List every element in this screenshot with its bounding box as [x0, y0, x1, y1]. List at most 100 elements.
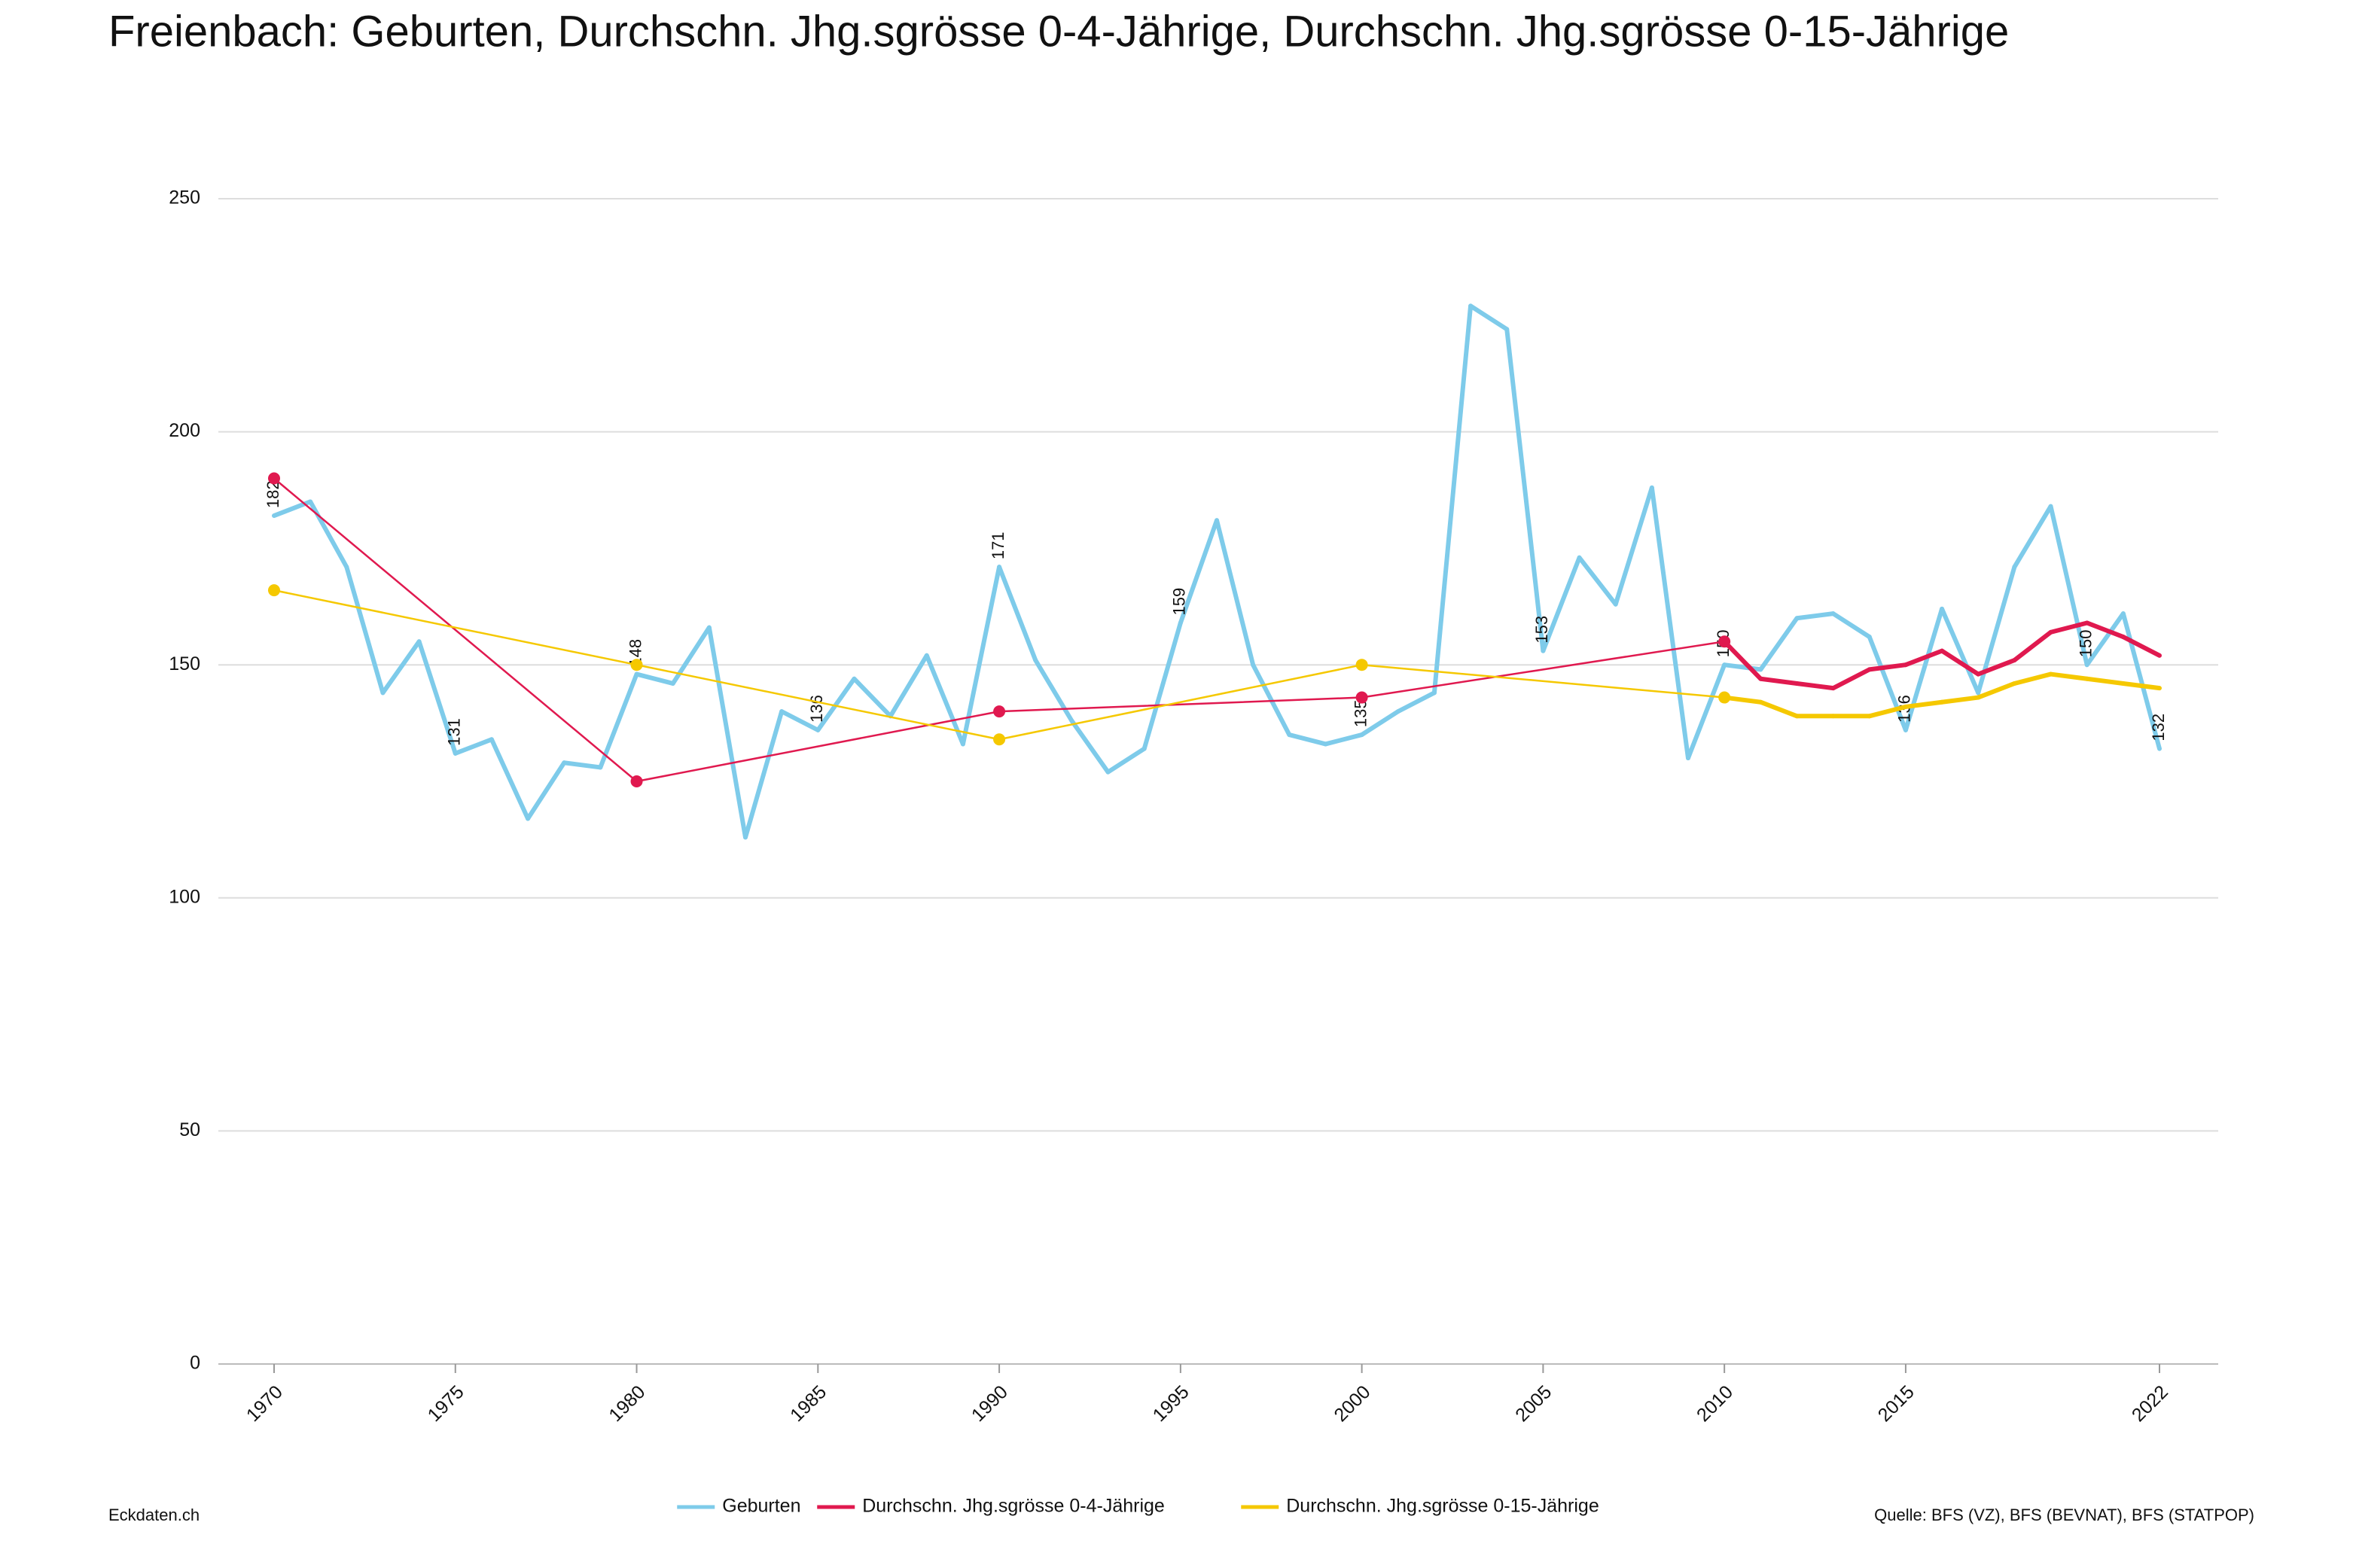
- line-segment: [998, 696, 1363, 713]
- point: [1355, 659, 1368, 671]
- line-segment: [1577, 555, 1618, 607]
- line-segment: [924, 653, 965, 747]
- line-segment: [2084, 620, 2126, 640]
- line-segment: [273, 477, 638, 783]
- line-segment: [1940, 648, 1981, 677]
- line-segment: [852, 676, 893, 719]
- x-tick-label: 1990: [968, 1381, 1012, 1426]
- line-segment: [2084, 611, 2126, 668]
- line-segment: [2084, 676, 2126, 686]
- line-segment: [706, 625, 748, 840]
- point: [993, 733, 1006, 746]
- line-segment: [1758, 676, 1800, 686]
- line-segment: [1033, 658, 1074, 723]
- line-segment: [1613, 485, 1654, 607]
- line-segment: [1940, 606, 1981, 696]
- line-segment: [1903, 606, 1945, 732]
- line-segment: [1178, 518, 1219, 626]
- line-segment: [2012, 629, 2053, 663]
- line-segment: [1686, 662, 1727, 761]
- line-segment: [1976, 680, 2017, 700]
- data-label: 171: [989, 531, 1007, 559]
- line-segment: [598, 671, 639, 770]
- data-label: 132: [2149, 714, 2168, 741]
- line-segment: [1541, 555, 1582, 653]
- footer-left: Eckdaten.ch: [108, 1506, 200, 1524]
- point: [268, 584, 280, 597]
- line-segment: [1287, 732, 1328, 747]
- line-segment: [2012, 504, 2053, 570]
- point: [1718, 691, 1731, 704]
- line-segment: [635, 663, 1001, 741]
- line-segment: [1976, 658, 2017, 677]
- point: [268, 472, 280, 485]
- line-segment: [1794, 680, 1836, 691]
- line-segment: [1903, 699, 1945, 709]
- line-segment: [1323, 732, 1364, 747]
- line-segment: [2120, 680, 2162, 691]
- line-segment: [635, 710, 1001, 783]
- line-segment: [1722, 662, 1763, 672]
- x-tick-label: 1970: [242, 1381, 287, 1426]
- line-segment: [2048, 620, 2089, 635]
- x-tick-label: 1985: [786, 1381, 831, 1426]
- line-segment: [1758, 699, 1800, 719]
- x-tick-label: 2022: [2128, 1381, 2172, 1426]
- data-label: 135: [1351, 699, 1370, 727]
- line-segment: [815, 676, 857, 732]
- point: [1355, 691, 1368, 704]
- line-segment: [960, 565, 1002, 747]
- line-segment: [2120, 635, 2162, 658]
- footer-right: Quelle: BFS (VZ), BFS (BEVNAT), BFS (STA…: [1874, 1506, 2254, 1524]
- x-tick-label: 2010: [1693, 1381, 1737, 1426]
- line-segment: [526, 760, 567, 821]
- line-segment: [1794, 611, 1836, 621]
- point: [1718, 635, 1731, 648]
- line-segment: [1903, 648, 1945, 668]
- line-segment: [1830, 611, 1872, 640]
- point: [993, 705, 1006, 718]
- line-segment: [1504, 327, 1546, 653]
- line-segment: [779, 709, 821, 732]
- line-segment: [1431, 303, 1474, 696]
- y-tick-label: 0: [190, 1353, 200, 1374]
- data-label: 131: [445, 718, 464, 746]
- legend-label: Durchschn. Jhg.sgrösse 0-4-Jährige: [862, 1496, 1165, 1517]
- x-tick-label: 1975: [424, 1381, 468, 1426]
- x-tick-label: 2015: [1874, 1381, 1919, 1426]
- line-segment: [416, 639, 458, 756]
- line-segment: [1758, 616, 1800, 672]
- legend-label: Durchschn. Jhg.sgrösse 0-15-Jährige: [1286, 1496, 1599, 1517]
- line-segment: [1867, 704, 1908, 719]
- line-segment: [273, 589, 638, 666]
- line-segment: [380, 639, 422, 696]
- legend-label: Geburten: [722, 1496, 800, 1517]
- line-segment: [1722, 695, 1763, 705]
- line-segment: [1105, 746, 1147, 775]
- line-segment: [562, 760, 603, 770]
- x-tick-label: 2005: [1511, 1381, 1556, 1426]
- data-label: 159: [1170, 588, 1189, 616]
- y-tick-label: 100: [169, 886, 200, 907]
- line-segment: [2012, 671, 2053, 686]
- line-segment: [998, 663, 1363, 741]
- line-segment: [743, 709, 785, 840]
- line-segment: [1867, 662, 1908, 672]
- line-segment: [2120, 611, 2162, 751]
- line-segment: [997, 565, 1038, 663]
- line-segment: [1141, 620, 1183, 751]
- line-segment: [1361, 663, 1726, 699]
- line-segment: [1649, 485, 1690, 761]
- point: [630, 775, 643, 787]
- data-label: 136: [807, 695, 826, 723]
- line-segment: [1722, 639, 1763, 681]
- data-label: 150: [2077, 629, 2095, 657]
- line-segment: [1069, 718, 1111, 775]
- line-segment: [453, 737, 494, 756]
- line-segment: [1468, 303, 1510, 332]
- line-segment: [344, 565, 386, 696]
- line-segment: [1830, 667, 1872, 691]
- y-tick-label: 200: [169, 420, 200, 441]
- line-segment: [489, 737, 531, 821]
- line-segment: [1867, 635, 1908, 732]
